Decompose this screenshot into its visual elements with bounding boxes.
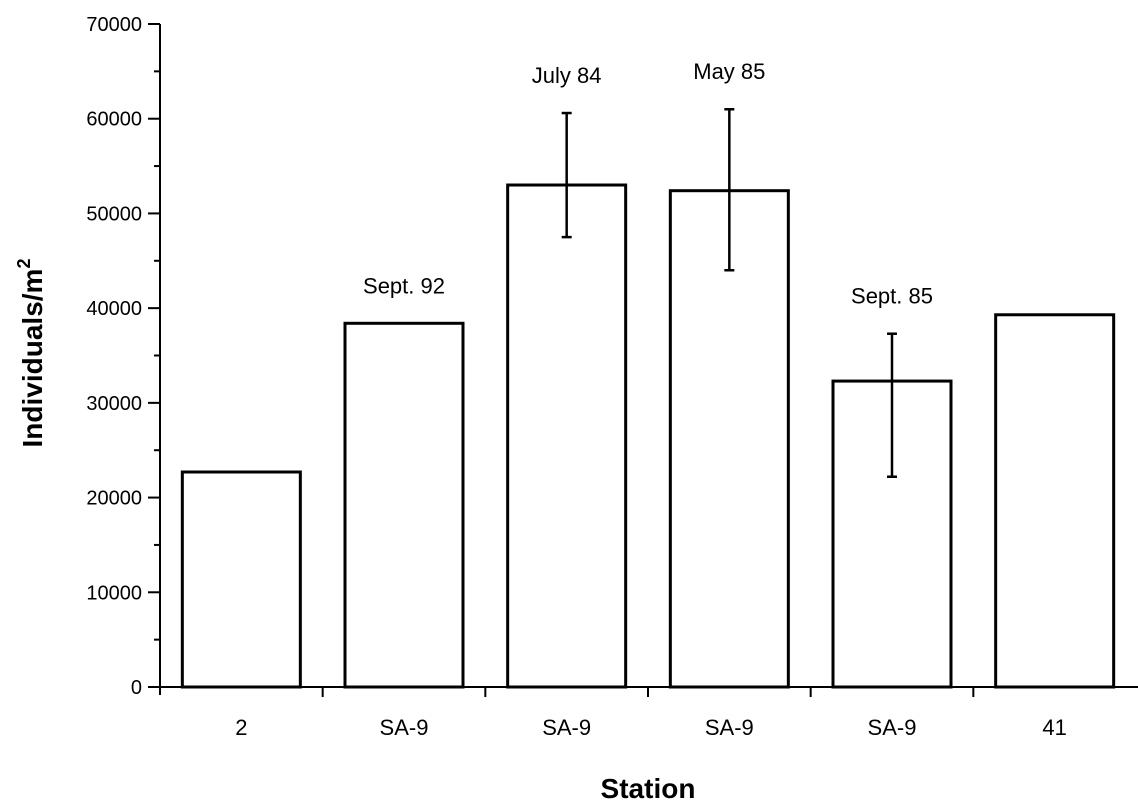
bar-annotation: Sept. 92 (363, 273, 445, 298)
y-tick-label: 70000 (86, 14, 142, 36)
y-tick-label: 10000 (86, 582, 142, 604)
y-axis-title: Individuals/m2 (14, 259, 48, 448)
annotations: Sept. 92 July 84 May 85 Sept. 85 (363, 59, 933, 308)
y-axis: 0 10000 20000 30000 40000 50000 60000 70000 (86, 14, 161, 699)
y-axis-title-superscript: 2 (14, 259, 34, 269)
error-bar (561, 111, 572, 239)
error-bars (561, 107, 897, 478)
bar-annotation: Sept. 85 (851, 284, 933, 309)
y-tick-label: 50000 (86, 203, 142, 225)
y-axis-title-main: Individuals/m (17, 269, 48, 448)
x-tick-label: SA-9 (380, 715, 429, 740)
bar (506, 183, 628, 689)
bars (180, 183, 1116, 689)
x-tick-label: 41 (1042, 715, 1066, 740)
y-tick-label: 30000 (86, 393, 142, 415)
x-tick-label: 2 (235, 715, 247, 740)
bar (343, 321, 465, 689)
error-bar (887, 332, 897, 478)
x-axis-title: Station (601, 773, 696, 804)
y-tick-label: 40000 (86, 298, 142, 320)
y-tick-label: 20000 (86, 488, 142, 510)
bar-annotation: May 85 (693, 59, 765, 84)
bar (180, 470, 302, 689)
x-tick-label: SA-9 (542, 715, 591, 740)
bar-annotation: July 84 (532, 63, 602, 88)
x-axis: 2 SA-9 SA-9 SA-9 SA-9 41 (148, 686, 1138, 740)
y-tick-label: 0 (131, 677, 142, 699)
bar (668, 189, 790, 689)
x-tick-label: SA-9 (868, 715, 917, 740)
bar (994, 313, 1116, 689)
x-tick-label: SA-9 (705, 715, 754, 740)
error-bar (724, 107, 735, 272)
y-tick-label: 60000 (86, 109, 142, 131)
